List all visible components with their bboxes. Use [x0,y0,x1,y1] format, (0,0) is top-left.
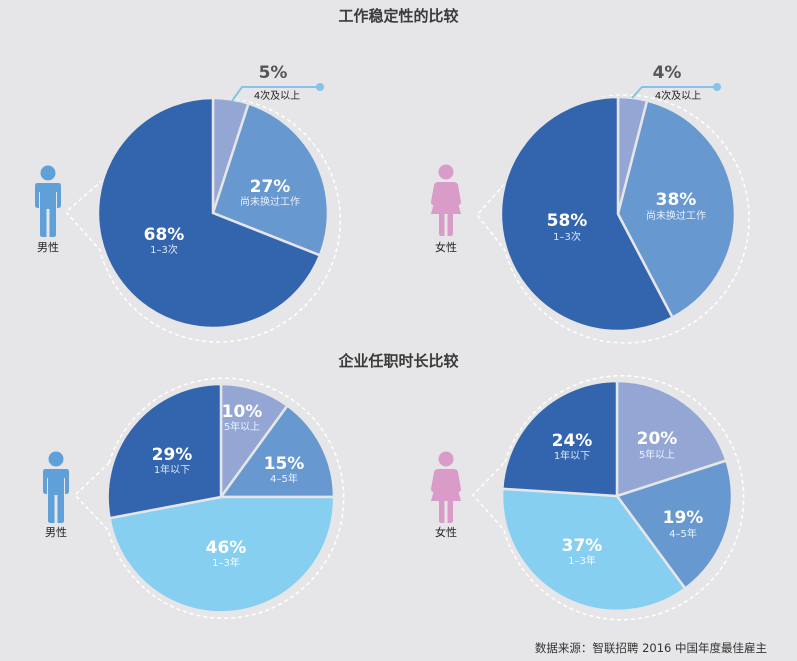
slice-4-5-years [218,403,336,499]
slice-label: 尚未换过工作 [646,209,706,222]
slice-1-3-years [500,487,687,613]
slice-label: 1–3年 [212,556,240,569]
slice-label: 5年以上 [224,420,260,433]
slice-under-1-year [106,382,223,520]
slice-5plus-years [615,379,728,498]
female-person-icon [431,164,461,236]
stability-female-pie: 4% 4次及以上 38% 尚未换过工作 58% 1–3次 女性 [431,63,750,344]
gender-label-male: 男性 [37,240,59,254]
stability-male-pie: 5% 4次及以上 27% 尚未换过工作 68% 1–3次 男性 [35,63,341,343]
stability-section-title: 工作稳定性的比较 [338,7,459,25]
slice-label: 4–5年 [270,472,298,485]
female-person-icon [431,451,461,523]
slice-pct: 4% [653,63,682,83]
slice-pct: 29% [152,445,193,465]
data-source-note: 数据来源：智联招聘 2016 中国年度最佳雇主 [534,641,767,655]
slice-pct: 20% [637,429,678,449]
slice-never-changed [616,99,737,320]
slice-label: 1年以下 [154,463,190,476]
slice-label: 4次及以上 [254,89,300,102]
slice-label: 1年以下 [554,449,590,462]
callout-dot [713,83,721,91]
callout-line [631,86,717,99]
slice-never-changed [211,102,330,257]
gender-label-female: 女性 [435,240,457,254]
slice-label: 5年以上 [639,448,675,461]
slice-label: 1–3年 [568,554,596,567]
slice-1-3-years [108,495,336,614]
slice-pct: 19% [663,508,704,528]
gender-label-female: 女性 [435,525,457,539]
slice-pct: 46% [206,538,247,558]
slice-1-3-times [96,96,322,330]
tenure-male-pie: 10% 5年以上 15% 4–5年 46% 1–3年 29% 1年以下 男性 [43,377,345,619]
slice-pct: 5% [259,63,288,83]
slice-pct: 68% [144,225,185,245]
slice-label: 1–3次 [150,243,178,256]
callout-dot [316,83,324,91]
callout-outline [471,374,745,621]
slice-pct: 58% [547,211,588,231]
male-person-icon [35,165,61,237]
slice-pct: 10% [222,402,263,422]
slice-pct: 24% [552,431,593,451]
tenure-section-title: 企业任职时长比较 [338,352,459,370]
slice-under-1-year [500,379,619,498]
gender-label-male: 男性 [45,525,67,539]
slice-label: 4次及以上 [655,89,701,102]
slice-pct: 37% [562,536,603,556]
slice-pct: 38% [656,190,697,210]
slice-5plus-years [219,382,290,501]
slice-4-5-years [614,458,734,591]
slice-label: 尚未换过工作 [240,195,300,208]
slice-1-3-times [499,95,675,333]
slice-pct: 15% [264,454,305,474]
male-person-icon [43,451,69,523]
slice-label: 1–3次 [553,230,581,243]
callout-outline [73,377,345,619]
slice-label: 4–5年 [669,527,697,540]
slice-pct: 27% [250,177,291,197]
tenure-female-pie: 20% 5年以上 19% 4–5年 37% 1–3年 24% 1年以下 女性 [431,374,745,621]
callout-line [231,86,320,102]
